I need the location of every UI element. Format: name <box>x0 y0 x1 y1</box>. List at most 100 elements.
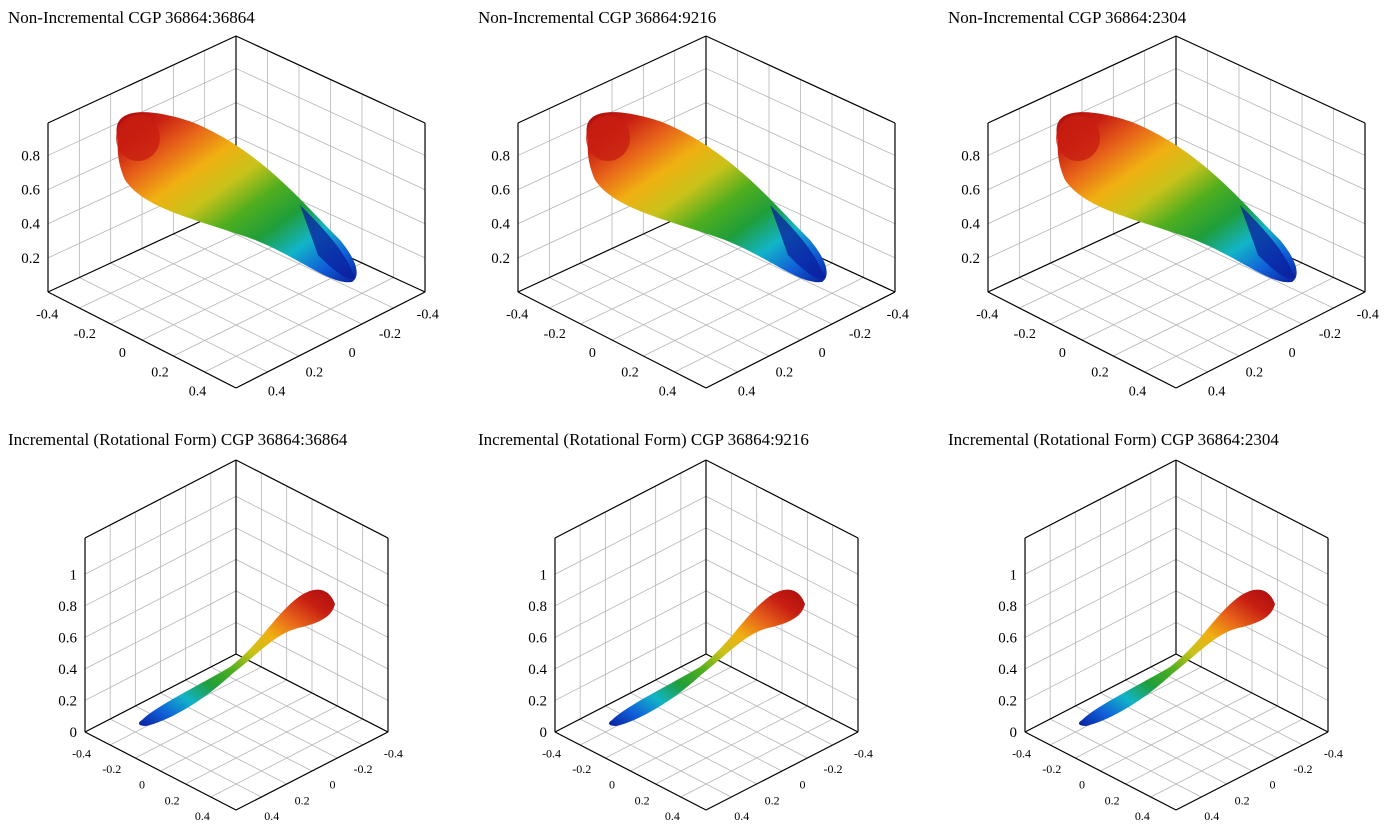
y-tick-label: 0.2 <box>295 793 310 807</box>
x-tick-label: -0.2 <box>74 327 96 342</box>
z-tick-label: 0.4 <box>998 662 1017 678</box>
x-tick-label: 0 <box>1059 346 1066 361</box>
surface-peak <box>1056 115 1100 161</box>
z-tick-label: 0.8 <box>491 148 510 164</box>
surface-plot <box>1078 589 1275 726</box>
y-tick-label: -0.4 <box>417 308 439 323</box>
x-tick-label: 0.2 <box>1091 365 1109 380</box>
x-tick-label: 0 <box>589 346 596 361</box>
plot-3d-axes: 0.2 0.4 0.6 0.8 -0.4 -0.2 0 0.2 0.4 -0.4 -0.2 0 0.2 0… <box>21 35 439 400</box>
z-tick-label: 0 <box>540 725 548 741</box>
panel-title: Incremental (Rotational Form) CGP 36864:… <box>8 430 348 449</box>
surface-twist <box>138 589 335 726</box>
axis-frame <box>554 459 859 811</box>
y-tick-label: -0.2 <box>379 327 401 342</box>
z-tick-label: 0.8 <box>21 148 40 164</box>
x-tick-label: -0.2 <box>572 762 591 776</box>
z-tick-label: 0.6 <box>58 630 77 646</box>
panel-title: Incremental (Rotational Form) CGP 36864:… <box>948 430 1279 449</box>
grid-lines <box>84 473 389 798</box>
y-tick-label: -0.2 <box>849 327 871 342</box>
plot-panel: 0.2 0.4 0.6 0.8 -0.4 -0.2 0 0.2 0.4 -0.4 -0.2 0 0.2 0… <box>0 0 463 409</box>
y-tick-label: 0.2 <box>306 365 324 380</box>
z-tick-label: 0.4 <box>961 217 980 233</box>
y-tick-label: -0.4 <box>854 746 873 760</box>
plot-panel: 0 0.2 0.4 0.6 0.8 1 -0.4 -0.2 0 0.2 0.4 -0.4 -0.2 0 0.… <box>0 422 463 831</box>
surface-tip <box>300 205 355 279</box>
x-tick-label: 0 <box>119 346 126 361</box>
z-tick-label: 0 <box>70 725 78 741</box>
z-tick-label: 0.2 <box>21 251 40 267</box>
x-tick-label: -0.4 <box>542 746 561 760</box>
x-tick-label: 0.2 <box>165 793 180 807</box>
y-tick-label: -0.2 <box>1319 327 1341 342</box>
x-tick-label: 0.2 <box>151 365 169 380</box>
x-tick-label: 0.4 <box>189 385 207 400</box>
x-tick-label: 0 <box>1079 778 1085 792</box>
x-tick-label: -0.2 <box>1014 327 1036 342</box>
z-tick-label: 0.6 <box>491 183 510 199</box>
y-tick-label: 0 <box>800 778 806 792</box>
z-tick-label: 0.8 <box>58 599 77 615</box>
x-tick-label: 0 <box>139 778 145 792</box>
plot-panel: 0.2 0.4 0.6 0.8 -0.4 -0.2 0 0.2 0.4 -0.4 -0.2 0 0.2 0… <box>940 0 1391 409</box>
y-tick-label: 0 <box>819 346 826 361</box>
z-tick-label: 1 <box>1010 567 1018 583</box>
z-tick-label: 0.4 <box>491 217 510 233</box>
x-tick-label: -0.4 <box>36 308 58 323</box>
plot-panel: 0 0.2 0.4 0.6 0.8 1 -0.4 -0.2 0 0.2 0.4 -0.4 -0.2 0 0.… <box>470 422 933 831</box>
panel-title: Incremental (Rotational Form) CGP 36864:… <box>478 430 809 449</box>
y-tick-label: 0.2 <box>776 365 794 380</box>
panel-title: Non-Incremental CGP 36864:9216 <box>478 8 717 27</box>
plot-3d-axes: 0.2 0.4 0.6 0.8 -0.4 -0.2 0 0.2 0.4 -0.4 -0.2 0 0.2 0… <box>491 35 909 400</box>
plot-3d-axes: 0 0.2 0.4 0.6 0.8 1 -0.4 -0.2 0 0.2 0.4 -0.4 -0.2 0 0.… <box>998 459 1343 823</box>
z-tick-label: 0.2 <box>998 693 1017 709</box>
y-tick-label: -0.4 <box>384 746 403 760</box>
surface-lobe <box>1056 112 1297 283</box>
z-tick-label: 0.4 <box>58 662 77 678</box>
surface-twist <box>1078 589 1275 726</box>
z-tick-label: 0.4 <box>21 217 40 233</box>
y-tick-label: 0.2 <box>1246 365 1264 380</box>
x-tick-label: -0.2 <box>544 327 566 342</box>
y-tick-label: 0.4 <box>738 385 756 400</box>
z-tick-label: 0 <box>1010 725 1018 741</box>
surface-plot <box>116 112 357 283</box>
surface-plot <box>608 589 805 726</box>
y-tick-label: -0.2 <box>1293 762 1312 776</box>
x-tick-label: 0.4 <box>195 809 210 823</box>
plot-panel: 0.2 0.4 0.6 0.8 -0.4 -0.2 0 0.2 0.4 -0.4 -0.2 0 0.2 0… <box>470 0 933 409</box>
x-tick-label: 0.2 <box>1105 793 1120 807</box>
x-tick-label: -0.4 <box>72 746 91 760</box>
y-tick-label: 0.4 <box>268 385 286 400</box>
y-tick-label: 0.4 <box>264 809 279 823</box>
y-tick-label: -0.2 <box>823 762 842 776</box>
axis-frame <box>84 459 389 811</box>
surface-plot <box>138 589 335 726</box>
x-tick-label: 0.2 <box>621 365 639 380</box>
z-tick-label: 1 <box>70 567 78 583</box>
z-tick-label: 0.4 <box>528 662 547 678</box>
y-tick-label: 0.2 <box>765 793 780 807</box>
y-tick-label: -0.4 <box>1357 308 1379 323</box>
z-tick-label: 0.2 <box>528 693 547 709</box>
z-tick-label: 0.2 <box>58 693 77 709</box>
z-tick-label: 0.6 <box>961 183 980 199</box>
surface-peak <box>586 115 630 161</box>
y-tick-label: 0 <box>330 778 336 792</box>
z-tick-label: 0.6 <box>528 630 547 646</box>
surface-twist <box>608 589 805 726</box>
x-tick-label: 0.4 <box>665 809 680 823</box>
z-tick-label: 0.2 <box>961 251 980 267</box>
x-tick-label: 0.4 <box>1135 809 1150 823</box>
surface-plot <box>1056 112 1297 283</box>
y-tick-label: 0 <box>349 346 356 361</box>
y-tick-label: 0.4 <box>1208 385 1226 400</box>
y-tick-label: -0.2 <box>353 762 372 776</box>
y-tick-label: 0 <box>1270 778 1276 792</box>
x-tick-label: -0.4 <box>1012 746 1031 760</box>
y-tick-label: -0.4 <box>1324 746 1343 760</box>
plot-panel: 0 0.2 0.4 0.6 0.8 1 -0.4 -0.2 0 0.2 0.4 -0.4 -0.2 0 0.… <box>940 422 1391 831</box>
x-tick-label: 0.4 <box>1129 385 1147 400</box>
y-tick-label: -0.4 <box>887 308 909 323</box>
